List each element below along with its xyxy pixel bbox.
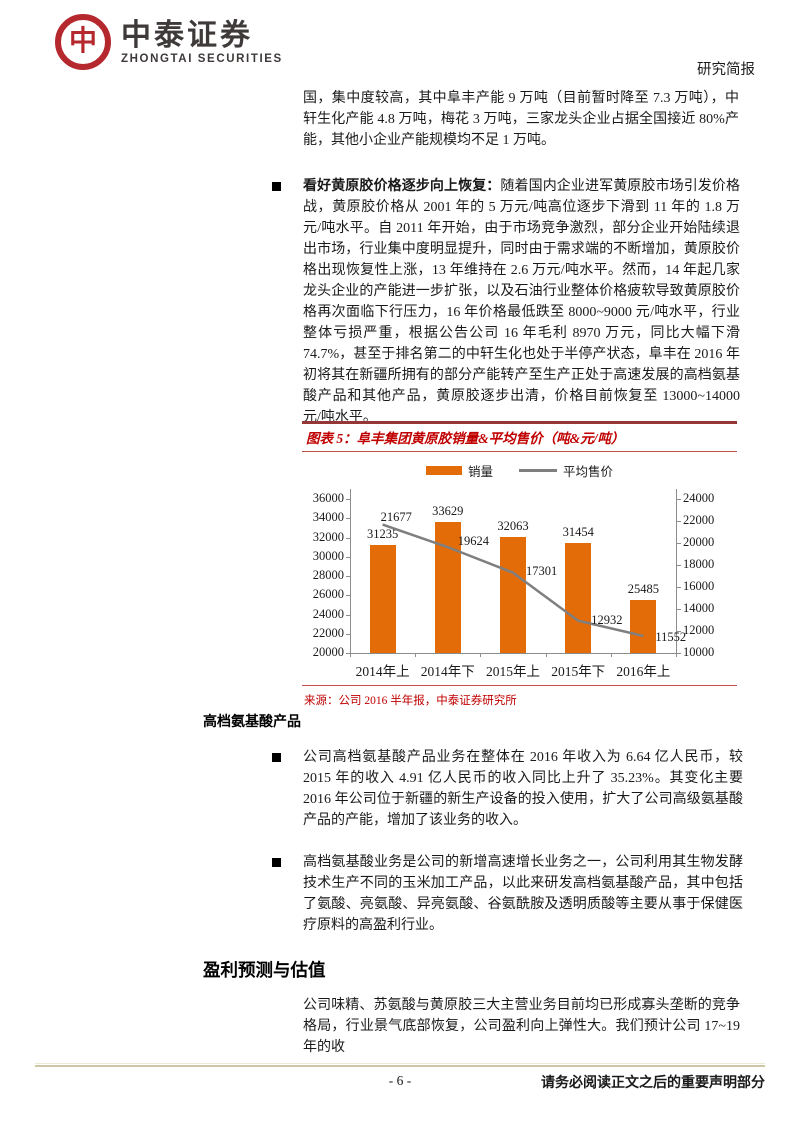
section-heading-amino: 高档氨基酸产品 <box>203 715 301 730</box>
emblem-glyph: 中 <box>68 26 97 57</box>
bullet-amino-business: 高档氨基酸业务是公司的新增高速增长业务之一，公司利用其生物发酵技术生产不同的玉米… <box>303 855 743 933</box>
line-value-label: 17301 <box>526 563 558 578</box>
chart-bar <box>630 600 657 653</box>
section-heading-forecast: 盈利预测与估值 <box>203 960 326 980</box>
price-line <box>382 523 644 638</box>
y-axis-label-right: 18000 <box>683 557 715 571</box>
x-tick <box>415 653 417 657</box>
y-axis-label-right: 12000 <box>683 623 715 637</box>
x-tick <box>350 653 351 657</box>
bullet-amino-revenue: 公司高档氨基酸产品业务在整体在 2016 年收入为 6.64 亿人民币，较 20… <box>303 750 743 828</box>
bar-value-label: 33629 <box>432 503 464 518</box>
chart-bar <box>369 544 396 653</box>
y-axis-label-right: 10000 <box>683 645 715 659</box>
y-tick-right <box>677 543 681 544</box>
x-axis-label: 2014年下 <box>420 664 475 679</box>
legend-bar-label: 销量 <box>467 465 493 479</box>
bullet-marker <box>272 753 281 762</box>
line-value-label: 19624 <box>457 534 490 549</box>
y-axis-label-left: 30000 <box>312 548 344 563</box>
bullet-xanthan: 看好黄原胶价格逐步向上恢复：随着国内企业进军黄原胶市场引发价格战，黄原胶价格从 … <box>303 176 740 428</box>
bullet-marker <box>272 858 281 867</box>
y-axis-label-left: 26000 <box>312 587 344 602</box>
paragraph-continued: 国，集中度较高，其中阜丰产能 9 万吨（目前暂时降至 7.3 万吨），中轩生化产… <box>303 91 739 148</box>
report-type-label: 研究简报 <box>697 62 755 78</box>
y-tick-left <box>346 556 350 558</box>
y-axis-label-left: 28000 <box>312 568 344 582</box>
zhongtai-emblem-icon: 中 <box>55 14 111 70</box>
footer-divider <box>35 1063 765 1067</box>
y-tick-right <box>677 521 681 522</box>
x-tick <box>610 653 612 657</box>
y-tick-left <box>346 614 350 616</box>
footer-disclaimer: 请务必阅读正文之后的重要声明部分 <box>541 1076 765 1091</box>
company-logo: 中 中泰证券 ZHONGTAI SECURITIES <box>55 14 283 70</box>
price-line-svg <box>382 523 644 638</box>
y-axis-label-right: 22000 <box>683 513 715 527</box>
y-tick-right <box>677 565 681 566</box>
page-number: - 6 - <box>388 1073 412 1088</box>
x-axis-label: 2016年上 <box>616 664 671 679</box>
sales-price-chart: 20000 22000 24000 26000 28000 30000 32000 34000… <box>302 483 737 683</box>
legend-line-label: 平均售价 <box>563 465 614 479</box>
brand-text: 中泰证券 ZHONGTAI SECURITIES <box>121 19 283 65</box>
bar-value-label: 32063 <box>497 518 529 533</box>
y-axis-label-left: 32000 <box>312 529 344 544</box>
brand-name-cn: 中泰证券 <box>121 19 253 52</box>
y-tick-left <box>346 576 350 577</box>
y-tick-right <box>677 609 681 610</box>
bullet-xanthan-lead: 看好黄原胶价格逐步向上恢复： <box>303 179 501 194</box>
line-value-label: 12932 <box>591 612 623 627</box>
line-value-label: 11552 <box>655 629 687 644</box>
y-tick-right <box>677 587 681 588</box>
legend-bar-swatch <box>425 466 462 475</box>
y-axis-label-left: 36000 <box>312 491 344 505</box>
y-tick-left <box>346 518 350 520</box>
bullet-marker <box>272 182 281 191</box>
y-axis-left <box>350 489 351 653</box>
y-tick-right <box>677 631 681 632</box>
y-tick-right <box>677 653 681 654</box>
y-axis-label-left: 20000 <box>312 645 344 659</box>
y-axis-label-right: 16000 <box>683 579 715 593</box>
y-axis-label-right: 20000 <box>683 535 715 549</box>
y-axis-label-left: 24000 <box>312 606 344 621</box>
y-axis-label-right: 14000 <box>683 601 715 615</box>
y-tick-left <box>346 537 350 539</box>
brand-name-en: ZHONGTAI SECURITIES <box>121 53 283 65</box>
y-axis-label-left: 22000 <box>312 625 344 640</box>
x-tick <box>480 653 482 657</box>
y-axis-label-right: 24000 <box>683 491 715 505</box>
chart-bar <box>500 536 526 653</box>
y-axis-label-left: 34000 <box>312 510 344 525</box>
legend-line-swatch <box>519 469 557 472</box>
x-tick <box>545 653 547 657</box>
line-value-label: 21677 <box>380 509 412 524</box>
figure-title: 图表 5：阜丰集团黄原胶销量&平均售价（吨&元/吨） <box>302 421 737 452</box>
bar-value-label: 31454 <box>562 524 594 539</box>
bar-value-label: 31235 <box>366 526 399 541</box>
x-axis <box>350 653 677 654</box>
y-tick-left <box>346 653 350 654</box>
x-axis-label: 2015年下 <box>551 664 606 679</box>
y-axis-right <box>676 489 677 653</box>
y-tick-left <box>346 595 350 597</box>
figure-5: 图表 5：阜丰集团黄原胶销量&平均售价（吨&元/吨） 销量 平均售价 20000… <box>302 421 737 708</box>
y-tick-left <box>346 499 350 500</box>
bullet-xanthan-text: 随着国内企业进军黄原胶市场引发价格战，黄原胶价格从 2001 年的 5 万元/吨… <box>303 179 741 425</box>
y-tick-right <box>677 499 681 500</box>
figure-source: 来源：公司 2016 半年报，中泰证券研究所 <box>302 685 737 708</box>
x-axis-label: 2014年上 <box>355 664 410 679</box>
bar-value-label: 25485 <box>627 582 660 597</box>
chart-bar <box>565 542 592 653</box>
x-tick <box>676 653 677 657</box>
chart-legend: 销量 平均售价 <box>302 461 737 480</box>
y-tick-left <box>346 633 350 635</box>
paragraph-forecast: 公司味精、苏氨酸与黄原胶三大主营业务目前均已形成寡头垄断的竞争格局，行业景气底部… <box>303 998 740 1055</box>
x-axis-label: 2015年上 <box>486 664 540 679</box>
